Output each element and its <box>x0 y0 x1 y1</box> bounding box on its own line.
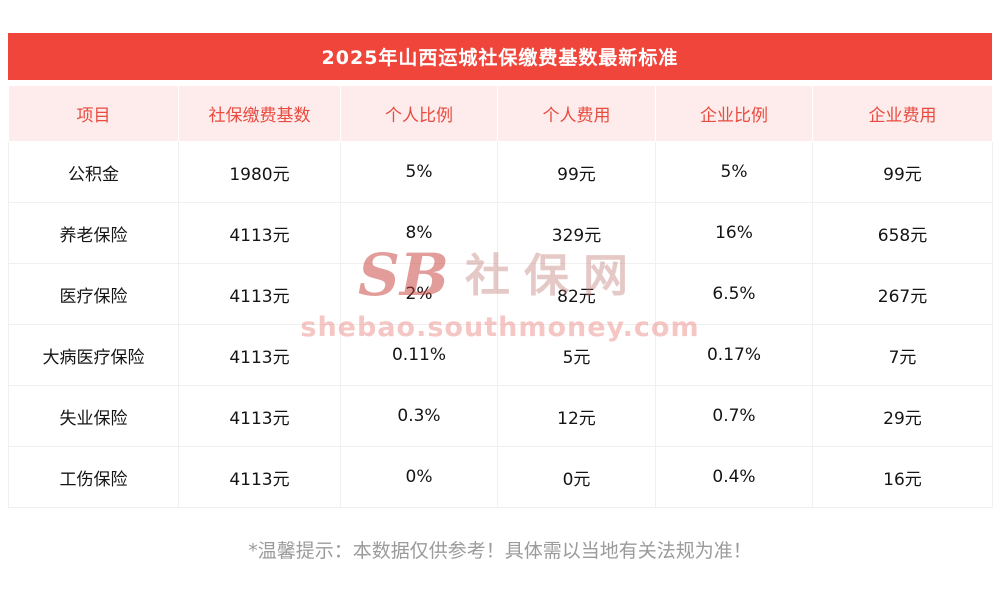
table-cell: 16元 <box>812 446 993 508</box>
table-row: 养老保险 4113元 8% 329元 16% 658元 <box>8 202 993 264</box>
table-cell: 29元 <box>812 385 993 447</box>
table-cell: 4113元 <box>178 446 341 508</box>
table-cell: 6.5% <box>655 263 813 325</box>
footnote: *温馨提示：本数据仅供参考！具体需以当地有关法规为准！ <box>248 540 752 562</box>
table-cell: 4113元 <box>178 202 341 264</box>
table-row: 工伤保险 4113元 0% 0元 0.4% 16元 <box>8 446 993 508</box>
column-header-4: 企业比例 <box>655 85 813 142</box>
row-label: 医疗保险 <box>8 263 179 325</box>
table-cell: 4113元 <box>178 324 341 386</box>
table-cell: 4113元 <box>178 263 341 325</box>
table-cell: 0.3% <box>340 385 498 447</box>
social-insurance-table: 项目 社保缴费基数 个人比例 个人费用 企业比例 企业费用 公积金 1980元 5% 99元 5%… <box>8 85 993 508</box>
column-header-3: 个人费用 <box>497 85 656 142</box>
table-cell: 2% <box>340 263 498 325</box>
table-cell: 0.17% <box>655 324 813 386</box>
row-label: 大病医疗保险 <box>8 324 179 386</box>
table-cell: 8% <box>340 202 498 264</box>
table-row: 医疗保险 4113元 2% 82元 6.5% 267元 <box>8 263 993 325</box>
table-cell: 99元 <box>497 141 656 203</box>
table-cell: 5% <box>655 141 813 203</box>
table-cell: 12元 <box>497 385 656 447</box>
table-cell: 0% <box>340 446 498 508</box>
table-cell: 16% <box>655 202 813 264</box>
table-cell: 329元 <box>497 202 656 264</box>
table-row: 公积金 1980元 5% 99元 5% 99元 <box>8 141 993 203</box>
column-header-2: 个人比例 <box>340 85 498 142</box>
table-cell: 1980元 <box>178 141 341 203</box>
table-header-row: 项目 社保缴费基数 个人比例 个人费用 企业比例 企业费用 <box>8 85 993 142</box>
row-label: 工伤保险 <box>8 446 179 508</box>
row-label: 失业保险 <box>8 385 179 447</box>
table-cell: 0.11% <box>340 324 498 386</box>
table-cell: 4113元 <box>178 385 341 447</box>
column-header-0: 项目 <box>8 85 179 142</box>
table-cell: 7元 <box>812 324 993 386</box>
table-cell: 0元 <box>497 446 656 508</box>
table-cell: 0.7% <box>655 385 813 447</box>
table-cell: 5% <box>340 141 498 203</box>
table-row: 失业保险 4113元 0.3% 12元 0.7% 29元 <box>8 385 993 447</box>
page-title: 2025年山西运城社保缴费基数最新标准 <box>321 47 679 69</box>
table-cell: 658元 <box>812 202 993 264</box>
table-cell: 99元 <box>812 141 993 203</box>
column-header-5: 企业费用 <box>812 85 993 142</box>
row-label: 公积金 <box>8 141 179 203</box>
column-header-1: 社保缴费基数 <box>178 85 341 142</box>
row-label: 养老保险 <box>8 202 179 264</box>
table-cell: 0.4% <box>655 446 813 508</box>
table-cell: 267元 <box>812 263 993 325</box>
table-cell: 5元 <box>497 324 656 386</box>
table-body: 公积金 1980元 5% 99元 5% 99元 养老保险 4113元 8% 329元 16% 658元… <box>8 141 993 508</box>
table-cell: 82元 <box>497 263 656 325</box>
table-row: 大病医疗保险 4113元 0.11% 5元 0.17% 7元 <box>8 324 993 386</box>
title-banner: 2025年山西运城社保缴费基数最新标准 <box>8 33 992 80</box>
